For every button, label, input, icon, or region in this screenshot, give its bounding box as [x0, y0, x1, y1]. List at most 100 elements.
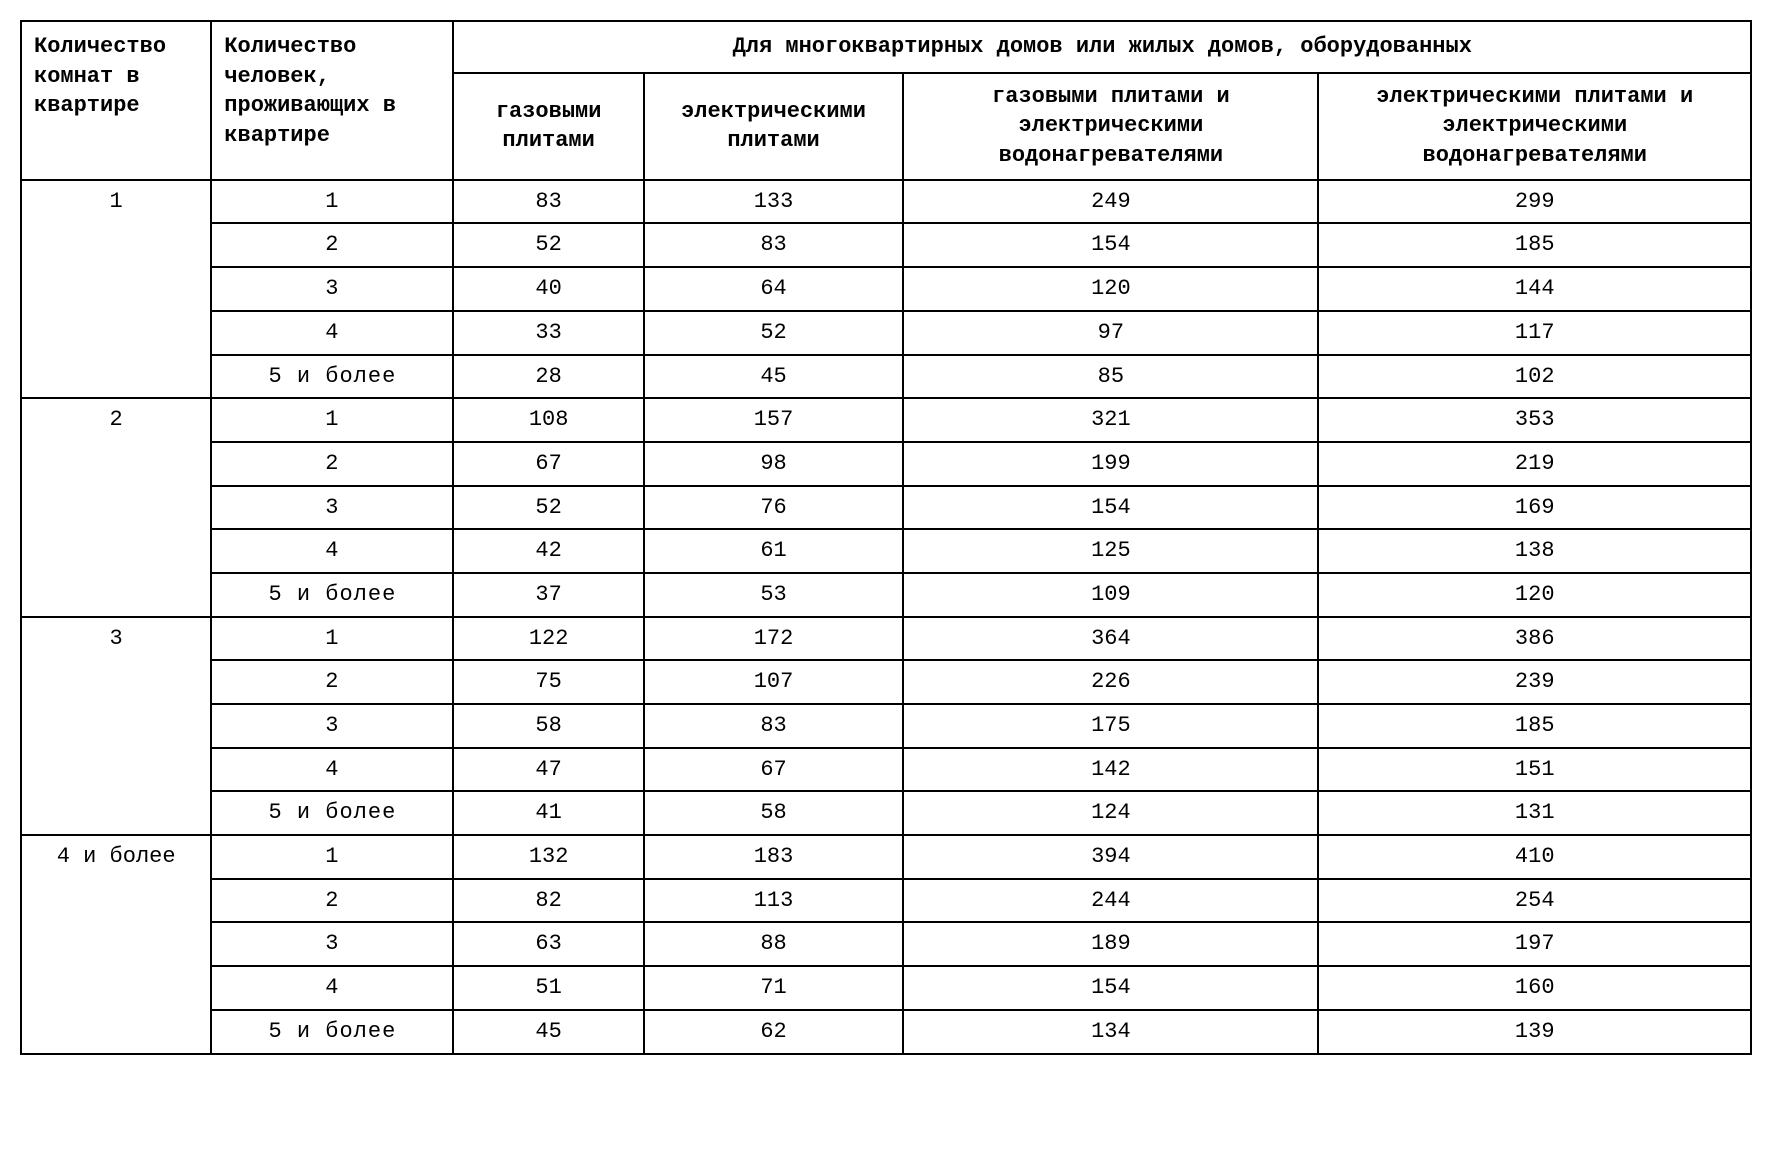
rooms-cell: 4 и более [21, 835, 211, 1053]
elec_heater-cell: 299 [1318, 180, 1751, 224]
gas_heater-cell: 175 [903, 704, 1318, 748]
header-rooms: Количество комнат в квартире [21, 21, 211, 180]
table-row: 35276154169 [21, 486, 1751, 530]
gas_heater-cell: 189 [903, 922, 1318, 966]
rooms-cell: 1 [21, 180, 211, 398]
elec_heater-cell: 197 [1318, 922, 1751, 966]
gas-cell: 33 [453, 311, 643, 355]
elec_heater-cell: 160 [1318, 966, 1751, 1010]
gas_heater-cell: 134 [903, 1010, 1318, 1054]
header-gas: газовыми плитами [453, 73, 643, 180]
elec-cell: 157 [644, 398, 904, 442]
people-cell: 1 [211, 835, 453, 879]
gas_heater-cell: 244 [903, 879, 1318, 923]
gas-cell: 47 [453, 748, 643, 792]
elec-cell: 183 [644, 835, 904, 879]
elec_heater-cell: 151 [1318, 748, 1751, 792]
people-cell: 4 [211, 311, 453, 355]
gas-cell: 63 [453, 922, 643, 966]
table-row: 45171154160 [21, 966, 1751, 1010]
table-row: 35883175185 [21, 704, 1751, 748]
elec_heater-cell: 169 [1318, 486, 1751, 530]
elec_heater-cell: 117 [1318, 311, 1751, 355]
gas-cell: 122 [453, 617, 643, 661]
table-row: 36388189197 [21, 922, 1751, 966]
people-cell: 1 [211, 398, 453, 442]
elec_heater-cell: 131 [1318, 791, 1751, 835]
gas-cell: 52 [453, 486, 643, 530]
gas-cell: 28 [453, 355, 643, 399]
elec-cell: 58 [644, 791, 904, 835]
elec-cell: 113 [644, 879, 904, 923]
table-row: 21108157321353 [21, 398, 1751, 442]
elec_heater-cell: 254 [1318, 879, 1751, 923]
elec-cell: 76 [644, 486, 904, 530]
gas_heater-cell: 154 [903, 486, 1318, 530]
table-row: 26798199219 [21, 442, 1751, 486]
gas-cell: 67 [453, 442, 643, 486]
header-elec-heater: электрическими плитами и электрическими … [1318, 73, 1751, 180]
table-row: 5 и более4158124131 [21, 791, 1751, 835]
header-elec: электрическими плитами [644, 73, 904, 180]
elec-cell: 53 [644, 573, 904, 617]
elec_heater-cell: 120 [1318, 573, 1751, 617]
people-cell: 4 [211, 748, 453, 792]
gas-cell: 108 [453, 398, 643, 442]
gas_heater-cell: 394 [903, 835, 1318, 879]
gas_heater-cell: 199 [903, 442, 1318, 486]
gas_heater-cell: 97 [903, 311, 1318, 355]
elec_heater-cell: 386 [1318, 617, 1751, 661]
gas_heater-cell: 154 [903, 966, 1318, 1010]
elec-cell: 83 [644, 223, 904, 267]
table-row: 34064120144 [21, 267, 1751, 311]
elec_heater-cell: 239 [1318, 660, 1751, 704]
gas_heater-cell: 249 [903, 180, 1318, 224]
elec_heater-cell: 139 [1318, 1010, 1751, 1054]
gas_heater-cell: 142 [903, 748, 1318, 792]
elec_heater-cell: 185 [1318, 223, 1751, 267]
people-cell: 1 [211, 617, 453, 661]
gas_heater-cell: 226 [903, 660, 1318, 704]
table-row: 4335297117 [21, 311, 1751, 355]
gas-cell: 37 [453, 573, 643, 617]
people-cell: 5 и более [211, 791, 453, 835]
table-row: 5 и более284585102 [21, 355, 1751, 399]
elec_heater-cell: 102 [1318, 355, 1751, 399]
people-cell: 2 [211, 660, 453, 704]
elec-cell: 107 [644, 660, 904, 704]
gas-cell: 45 [453, 1010, 643, 1054]
gas-cell: 40 [453, 267, 643, 311]
header-people: Количество человек, проживающих в кварти… [211, 21, 453, 180]
elec-cell: 172 [644, 617, 904, 661]
table-row: 25283154185 [21, 223, 1751, 267]
people-cell: 2 [211, 879, 453, 923]
table-row: 44261125138 [21, 529, 1751, 573]
gas_heater-cell: 125 [903, 529, 1318, 573]
elec-cell: 45 [644, 355, 904, 399]
table-row: 31122172364386 [21, 617, 1751, 661]
gas-cell: 58 [453, 704, 643, 748]
gas-cell: 83 [453, 180, 643, 224]
elec_heater-cell: 410 [1318, 835, 1751, 879]
elec-cell: 71 [644, 966, 904, 1010]
people-cell: 4 [211, 529, 453, 573]
people-cell: 5 и более [211, 573, 453, 617]
elec-cell: 67 [644, 748, 904, 792]
elec-cell: 88 [644, 922, 904, 966]
elec_heater-cell: 138 [1318, 529, 1751, 573]
header-gas-heater: газовыми плитами и электрическими водона… [903, 73, 1318, 180]
table-row: 5 и более3753109120 [21, 573, 1751, 617]
elec_heater-cell: 185 [1318, 704, 1751, 748]
table-row: 44767142151 [21, 748, 1751, 792]
gas-cell: 82 [453, 879, 643, 923]
gas-cell: 42 [453, 529, 643, 573]
gas_heater-cell: 364 [903, 617, 1318, 661]
gas-cell: 75 [453, 660, 643, 704]
elec-cell: 83 [644, 704, 904, 748]
people-cell: 3 [211, 922, 453, 966]
gas-cell: 41 [453, 791, 643, 835]
elec_heater-cell: 144 [1318, 267, 1751, 311]
elec-cell: 52 [644, 311, 904, 355]
people-cell: 3 [211, 704, 453, 748]
people-cell: 5 и более [211, 1010, 453, 1054]
